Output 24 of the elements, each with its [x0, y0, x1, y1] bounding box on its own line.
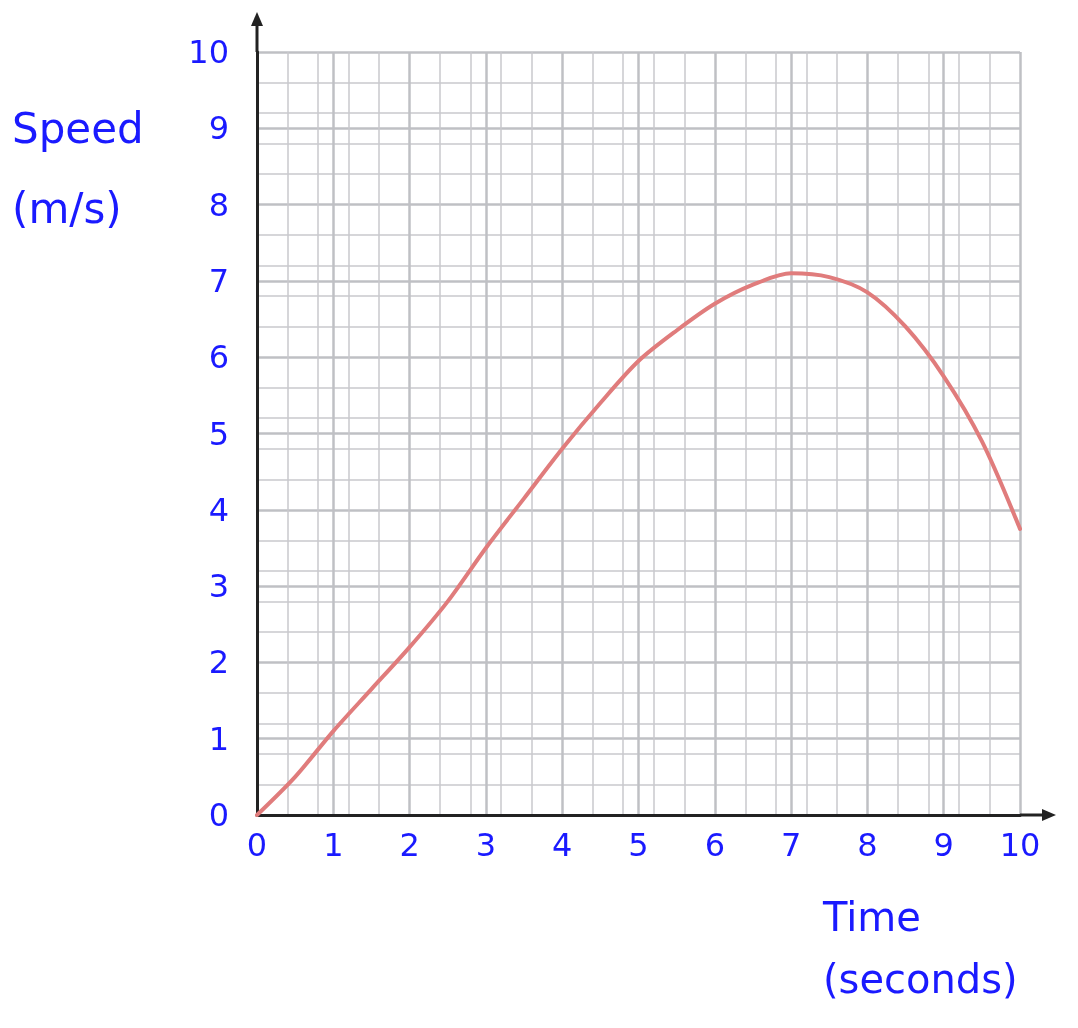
- y-tick-label: 0: [208, 796, 229, 834]
- y-tick-label: 2: [208, 643, 229, 682]
- y-tick-label: 4: [208, 490, 229, 529]
- x-tick-label: 8: [857, 826, 878, 864]
- y-tick-label: 1: [208, 719, 229, 758]
- y-tick-label: 7: [208, 261, 229, 300]
- y-axis-title: Speed (m/s): [12, 103, 144, 233]
- y-tick-label: 9: [208, 109, 229, 148]
- x-tick-label: 1: [323, 826, 344, 864]
- y-tick-label: 10: [188, 33, 229, 71]
- x-tick-label: 4: [552, 826, 573, 864]
- x-axis-title: Time (seconds): [822, 894, 1018, 1002]
- x-tick-label: 0: [246, 826, 268, 864]
- x-tick-label: 9: [933, 826, 954, 864]
- x-tick-label: 2: [399, 826, 420, 864]
- y-tick-label: 3: [208, 567, 229, 606]
- x-tick-label: 6: [704, 826, 725, 864]
- y-tick-label: 8: [208, 185, 229, 224]
- y-tick-label: 6: [208, 338, 229, 377]
- x-tick-label: 7: [780, 826, 802, 864]
- x-tick-label: 5: [628, 826, 649, 864]
- y-tick-label: 5: [208, 414, 229, 453]
- x-tick-label: 10: [999, 826, 1041, 864]
- x-tick-label: 3: [475, 826, 497, 864]
